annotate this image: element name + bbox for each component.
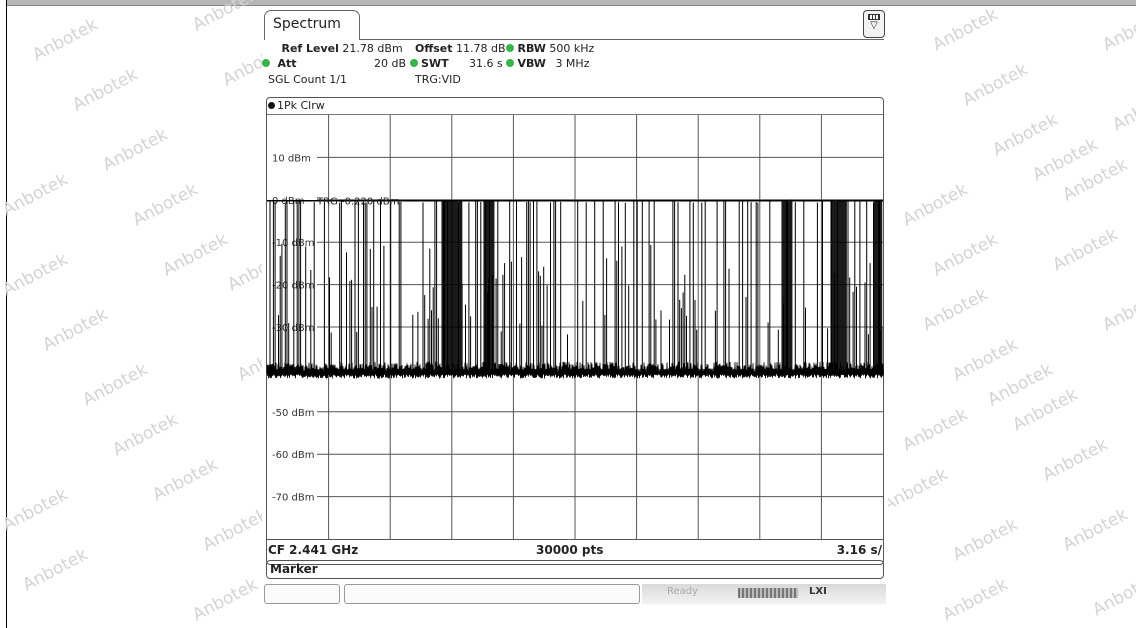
att-value-group: 20 dB SWT [374, 57, 449, 71]
y-tick-label: -50 dBm [272, 408, 314, 419]
offset-value: 11.78 dB [456, 42, 506, 55]
input-field[interactable] [344, 584, 640, 604]
watermark-text: Anbotek [189, 574, 262, 626]
trace-separator [267, 114, 883, 115]
sweep-scale: 3.16 s/ [836, 543, 882, 557]
watermark-text: Anbotek [959, 59, 1032, 111]
watermark-text: Anbotek [39, 304, 112, 356]
ref-level-label: Ref Level [281, 42, 339, 55]
sgl-count: SGL Count 1/1 [268, 73, 347, 86]
watermark-text: Anbotek [99, 124, 172, 176]
watermark-text: Anbotek [1109, 84, 1136, 136]
watermark-text: Anbotek [1029, 134, 1102, 186]
trigger-source: TRG:VID [415, 73, 461, 86]
watermark-text: Anbotek [919, 284, 992, 336]
watermark-text: Anbotek [0, 484, 72, 536]
watermark-text: Anbotek [929, 4, 1002, 56]
watermark-text: Anbotek [1089, 569, 1136, 621]
tab-underline [360, 39, 884, 40]
watermark-text: Anbotek [29, 14, 102, 66]
watermark-text: Anbotek [949, 334, 1022, 386]
vbw-status-indicator [506, 59, 514, 67]
rbw-value: 500 kHz [549, 42, 595, 55]
status-text: Ready [667, 586, 699, 597]
softkey-left[interactable] [264, 584, 340, 604]
watermark-text: Anbotek [899, 179, 972, 231]
diagram-frame [266, 97, 884, 565]
offset-group: Offset 11.78 dB [415, 42, 506, 56]
window-top-bar [0, 0, 1136, 6]
param-row-2: Att [262, 57, 297, 71]
y-tick-label: -10 dBm [272, 238, 314, 249]
swt-label: SWT [421, 57, 449, 70]
window-left-edge [0, 0, 7, 628]
tab-spectrum[interactable]: Spectrum [264, 10, 360, 40]
ref-level-value: 21.78 dBm [342, 42, 403, 55]
burst-spikes-trace [269, 199, 883, 374]
watermark-text: Anbotek [1059, 504, 1132, 556]
vbw-group: VBW 3 MHz [506, 57, 589, 71]
y-tick-label: -30 dBm [272, 323, 314, 334]
trigger-line-label: TRG -0.220 dBm [316, 197, 399, 208]
plot-footer: CF 2.441 GHz 30000 pts 3.16 s/ [268, 541, 882, 559]
vbw-label: VBW [517, 57, 546, 70]
watermark-text: Anbotek [19, 544, 92, 596]
watermark-text: Anbotek [949, 514, 1022, 566]
watermark-text: Anbotek [1059, 154, 1132, 206]
watermark-text: Anbotek [989, 109, 1062, 161]
marker-table-header[interactable]: Marker [266, 560, 884, 579]
watermark-text: Anbotek [1039, 434, 1112, 486]
watermark-text: Anbotek [879, 464, 952, 516]
watermark-text: Anbotek [1099, 4, 1136, 56]
watermark-text: Anbotek [149, 454, 222, 506]
spectrum-analyzer-panel: Spectrum ▽ Ref Level 21.78 dBm Offset 11… [262, 6, 888, 626]
att-label: Att [277, 57, 297, 70]
watermark-text: Anbotek [199, 504, 272, 556]
trace-indicator-icon [268, 101, 275, 109]
watermark-text: Anbotek [69, 64, 142, 116]
rbw-group: RBW 500 kHz [506, 42, 594, 56]
y-tick-label: -70 dBm [272, 493, 314, 504]
y-tick-label: 10 dBm [272, 153, 311, 164]
rbw-label: RBW [517, 42, 546, 55]
footer-separator [267, 539, 883, 540]
activity-progress-bar [738, 588, 798, 598]
param-row-1: Ref Level 21.78 dBm [268, 42, 403, 56]
watermark-text: Anbotek [939, 574, 1012, 626]
watermark-text: Anbotek [129, 179, 202, 231]
watermark-text: Anbotek [1009, 384, 1082, 436]
watermark-text: Anbotek [159, 229, 232, 281]
watermark-text: Anbotek [1099, 284, 1136, 336]
att-status-indicator [262, 59, 270, 67]
swt-status-indicator [409, 59, 418, 67]
watermark-text: Anbotek [929, 229, 1002, 281]
watermark-text: Anbotek [109, 409, 182, 461]
trace-label: 1Pk Clrw [268, 99, 325, 113]
display-bars-icon [868, 14, 880, 20]
y-tick-label: -60 dBm [272, 450, 314, 461]
display-mode-button[interactable]: ▽ [863, 10, 885, 38]
watermark-text: Anbotek [984, 359, 1057, 411]
vbw-value: 3 MHz [555, 57, 590, 70]
swt-value: 31.6 s [469, 57, 503, 70]
swt-value-group: 31.6 s [469, 57, 503, 71]
trace-mode-text: 1Pk Clrw [277, 99, 325, 112]
watermark-text: Anbotek [0, 169, 72, 221]
watermark-text: Anbotek [899, 404, 972, 456]
center-frequency: CF 2.441 GHz [268, 543, 359, 557]
att-value: 20 dB [374, 57, 407, 70]
status-bar: Ready LXI [262, 582, 888, 612]
triangle-down-icon: ▽ [870, 20, 878, 31]
sweep-points: 30000 pts [536, 543, 604, 557]
rbw-status-indicator [506, 44, 514, 52]
watermark-text: Anbotek [79, 359, 152, 411]
lxi-icon: LXI [809, 586, 827, 597]
watermark-text: Anbotek [1049, 224, 1122, 276]
offset-label: Offset [415, 42, 453, 55]
watermark-text: Anbotek [0, 249, 72, 301]
noise-floor-trace [266, 361, 884, 379]
y-tick-label: -20 dBm [272, 281, 314, 292]
